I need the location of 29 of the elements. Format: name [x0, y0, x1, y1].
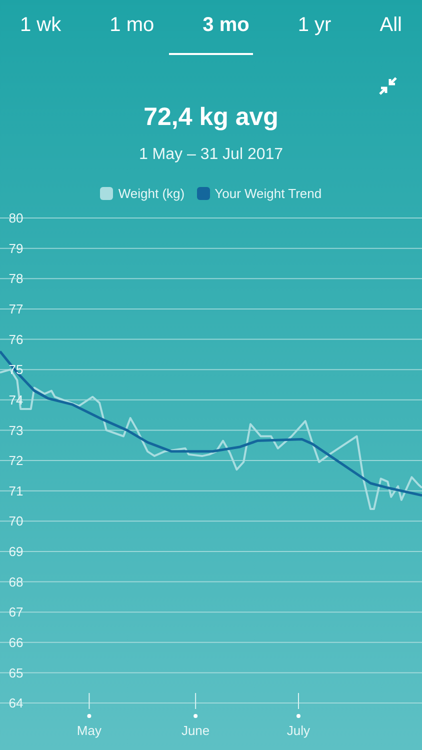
y-tick-label: 80 — [8, 210, 24, 226]
text: 3 mo — [202, 14, 250, 37]
y-tick-label: 75 — [8, 362, 24, 378]
legend-label: Weight (kg) — [118, 186, 185, 201]
y-tick-label: 69 — [8, 544, 24, 560]
y-tick-label: 66 — [8, 634, 24, 650]
x-tick-label: July — [286, 723, 311, 738]
chart-title: 72,4 kg avg — [142, 103, 280, 132]
x-tick-label: June — [181, 723, 210, 738]
y-tick-label: 77 — [8, 302, 24, 317]
y-tick-label: 79 — [8, 240, 24, 256]
y-tick-label: 78 — [8, 271, 24, 286]
y-tick-label: 72 — [8, 453, 24, 468]
text: 1 wk — [20, 14, 62, 37]
y-tick-label: 73 — [8, 422, 24, 438]
y-tick-label: 67 — [8, 604, 24, 620]
y-tick-label: 64 — [8, 696, 24, 711]
y-tick-label: 76 — [8, 332, 24, 347]
y-tick-label: 68 — [8, 574, 24, 590]
y-tick-label: 65 — [8, 665, 24, 680]
text: All — [380, 14, 402, 37]
legend-label: Your Weight Trend — [214, 186, 322, 201]
text: 1 yr — [298, 14, 332, 37]
y-tick-label: 70 — [8, 514, 24, 529]
y-tick-label: 71 — [8, 483, 24, 498]
text: 1 mo — [110, 14, 154, 37]
chart-subtitle: 1 May – 31 Jul 2017 — [138, 146, 284, 164]
line-series — [0, 350, 422, 497]
x-tick-label: May — [76, 723, 102, 738]
